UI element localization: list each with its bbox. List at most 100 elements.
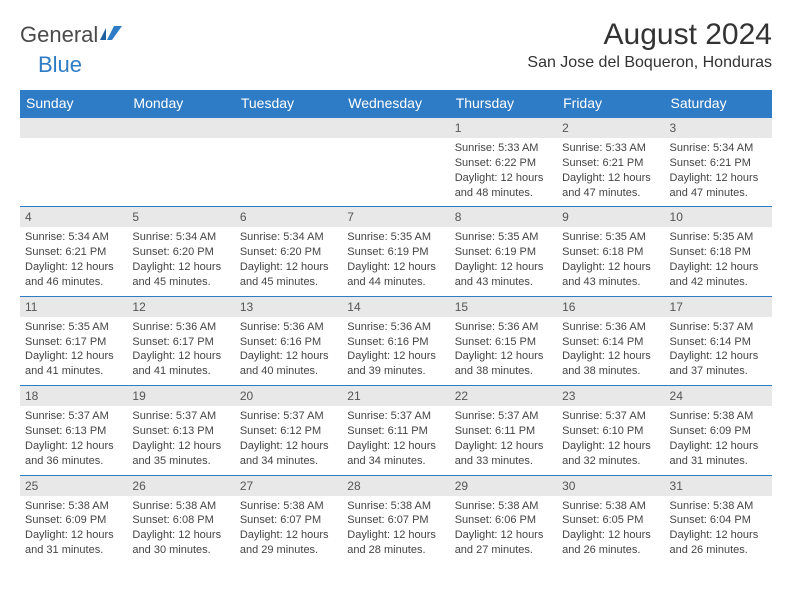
day-details: Sunrise: 5:36 AMSunset: 6:17 PMDaylight:… [127, 317, 234, 385]
day-cell [20, 117, 127, 207]
day-details: Sunrise: 5:37 AMSunset: 6:11 PMDaylight:… [342, 406, 449, 474]
calendar-table: Sunday Monday Tuesday Wednesday Thursday… [20, 90, 772, 564]
daylight-line: Daylight: 12 hours and 38 minutes. [562, 349, 659, 379]
sunset-line: Sunset: 6:17 PM [132, 335, 229, 350]
daylight-line: Daylight: 12 hours and 42 minutes. [670, 260, 767, 290]
day-number: 30 [557, 476, 664, 496]
day-cell: 3Sunrise: 5:34 AMSunset: 6:21 PMDaylight… [665, 117, 772, 207]
day-details: Sunrise: 5:35 AMSunset: 6:18 PMDaylight:… [557, 227, 664, 295]
sunset-line: Sunset: 6:11 PM [347, 424, 444, 439]
day-cell: 27Sunrise: 5:38 AMSunset: 6:07 PMDayligh… [235, 475, 342, 564]
day-number: 5 [127, 207, 234, 227]
daylight-line: Daylight: 12 hours and 31 minutes. [670, 439, 767, 469]
sunset-line: Sunset: 6:18 PM [562, 245, 659, 260]
week-row: 1 Sunrise: 5:33 AMSunset: 6:22 PM Daylight… [20, 117, 772, 207]
day-cell: 23Sunrise: 5:37 AMSunset: 6:10 PMDayligh… [557, 386, 664, 475]
day-number: 6 [235, 207, 342, 227]
day-cell: 7Sunrise: 5:35 AMSunset: 6:19 PMDaylight… [342, 207, 449, 296]
day-number: 27 [235, 476, 342, 496]
day-details: Sunrise: 5:34 AMSunset: 6:20 PMDaylight:… [235, 227, 342, 295]
sunset-line: Sunset: 6:22 PM [455, 156, 552, 171]
sunrise-line: Sunrise: 5:38 AM [562, 499, 659, 514]
sunrise-line: Sunrise: 5:35 AM [562, 230, 659, 245]
day-number: 1 [450, 118, 557, 138]
day-cell: 18Sunrise: 5:37 AMSunset: 6:13 PMDayligh… [20, 386, 127, 475]
empty-day [20, 118, 127, 138]
day-number: 13 [235, 297, 342, 317]
daylight-line: Daylight: 12 hours and 26 minutes. [562, 528, 659, 558]
calendar-body: 1 Sunrise: 5:33 AMSunset: 6:22 PM Daylight… [20, 117, 772, 564]
weekday-header: Tuesday [235, 90, 342, 117]
sunrise-line: Sunrise: 5:37 AM [670, 320, 767, 335]
sunrise-line: Sunrise: 5:37 AM [455, 409, 552, 424]
day-cell: 19Sunrise: 5:37 AMSunset: 6:13 PMDayligh… [127, 386, 234, 475]
daylight-line: Daylight: 12 hours and 46 minutes. [25, 260, 122, 290]
day-details: Sunrise: 5:37 AMSunset: 6:11 PMDaylight:… [450, 406, 557, 474]
day-cell: 4Sunrise: 5:34 AMSunset: 6:21 PMDaylight… [20, 207, 127, 296]
sunrise-line: Sunrise: 5:37 AM [562, 409, 659, 424]
day-number: 8 [450, 207, 557, 227]
sunrise-line: Sunrise: 5:34 AM [132, 230, 229, 245]
day-cell: 21Sunrise: 5:37 AMSunset: 6:11 PMDayligh… [342, 386, 449, 475]
sunrise-line: Sunrise: 5:34 AM [25, 230, 122, 245]
day-cell: 15Sunrise: 5:36 AMSunset: 6:15 PMDayligh… [450, 296, 557, 385]
day-cell: 24Sunrise: 5:38 AMSunset: 6:09 PMDayligh… [665, 386, 772, 475]
day-cell: 12Sunrise: 5:36 AMSunset: 6:17 PMDayligh… [127, 296, 234, 385]
daylight-line: Daylight: 12 hours and 38 minutes. [455, 349, 552, 379]
sunrise-line: Sunrise: 5:38 AM [240, 499, 337, 514]
week-row: 11Sunrise: 5:35 AMSunset: 6:17 PMDayligh… [20, 296, 772, 385]
daylight-line: Daylight: 12 hours and 34 minutes. [347, 439, 444, 469]
sunrise-line: Sunrise: 5:38 AM [347, 499, 444, 514]
sunset-line: Sunset: 6:21 PM [562, 156, 659, 171]
sunset-line: Sunset: 6:07 PM [347, 513, 444, 528]
day-number: 3 [665, 118, 772, 138]
daylight-line: Daylight: 12 hours and 35 minutes. [132, 439, 229, 469]
day-number: 19 [127, 386, 234, 406]
week-row: 25Sunrise: 5:38 AMSunset: 6:09 PMDayligh… [20, 475, 772, 564]
day-number: 20 [235, 386, 342, 406]
day-cell [235, 117, 342, 207]
day-number: 12 [127, 297, 234, 317]
daylight-line: Daylight: 12 hours and 30 minutes. [132, 528, 229, 558]
daylight-line: Daylight: 12 hours and 32 minutes. [562, 439, 659, 469]
sunset-line: Sunset: 6:12 PM [240, 424, 337, 439]
day-details: Sunrise: 5:38 AMSunset: 6:07 PMDaylight:… [342, 496, 449, 564]
day-number: 26 [127, 476, 234, 496]
sunrise-line: Sunrise: 5:36 AM [132, 320, 229, 335]
empty-day [235, 118, 342, 138]
day-details: Sunrise: 5:38 AMSunset: 6:05 PMDaylight:… [557, 496, 664, 564]
sunrise-line: Sunrise: 5:33 AM [455, 141, 552, 156]
daylight-line: Daylight: 12 hours and 41 minutes. [25, 349, 122, 379]
sunset-line: Sunset: 6:19 PM [455, 245, 552, 260]
day-details: Sunrise: 5:35 AMSunset: 6:17 PMDaylight:… [20, 317, 127, 385]
daylight-line: Daylight: 12 hours and 45 minutes. [132, 260, 229, 290]
daylight-line: Daylight: 12 hours and 47 minutes. [670, 171, 767, 201]
day-cell: 11Sunrise: 5:35 AMSunset: 6:17 PMDayligh… [20, 296, 127, 385]
sunrise-line: Sunrise: 5:36 AM [455, 320, 552, 335]
day-number: 23 [557, 386, 664, 406]
day-details: Sunrise: 5:38 AMSunset: 6:07 PMDaylight:… [235, 496, 342, 564]
day-number: 28 [342, 476, 449, 496]
day-cell: 29Sunrise: 5:38 AMSunset: 6:06 PMDayligh… [450, 475, 557, 564]
sunrise-line: Sunrise: 5:37 AM [347, 409, 444, 424]
day-number: 25 [20, 476, 127, 496]
day-number: 17 [665, 297, 772, 317]
sunrise-line: Sunrise: 5:36 AM [562, 320, 659, 335]
day-cell: 28Sunrise: 5:38 AMSunset: 6:07 PMDayligh… [342, 475, 449, 564]
day-cell [127, 117, 234, 207]
day-cell: 14Sunrise: 5:36 AMSunset: 6:16 PMDayligh… [342, 296, 449, 385]
daylight-line: Daylight: 12 hours and 41 minutes. [132, 349, 229, 379]
sunrise-line: Sunrise: 5:36 AM [240, 320, 337, 335]
daylight-line: Daylight: 12 hours and 43 minutes. [455, 260, 552, 290]
daylight-line: Daylight: 12 hours and 39 minutes. [347, 349, 444, 379]
sunrise-line: Sunrise: 5:38 AM [455, 499, 552, 514]
sunset-line: Sunset: 6:13 PM [25, 424, 122, 439]
day-number: 15 [450, 297, 557, 317]
day-cell: 25Sunrise: 5:38 AMSunset: 6:09 PMDayligh… [20, 475, 127, 564]
sunset-line: Sunset: 6:16 PM [347, 335, 444, 350]
sunrise-line: Sunrise: 5:38 AM [25, 499, 122, 514]
sunset-line: Sunset: 6:20 PM [240, 245, 337, 260]
sunrise-line: Sunrise: 5:35 AM [455, 230, 552, 245]
day-details: Sunrise: 5:38 AMSunset: 6:06 PMDaylight:… [450, 496, 557, 564]
day-details: Sunrise: 5:35 AMSunset: 6:18 PMDaylight:… [665, 227, 772, 295]
